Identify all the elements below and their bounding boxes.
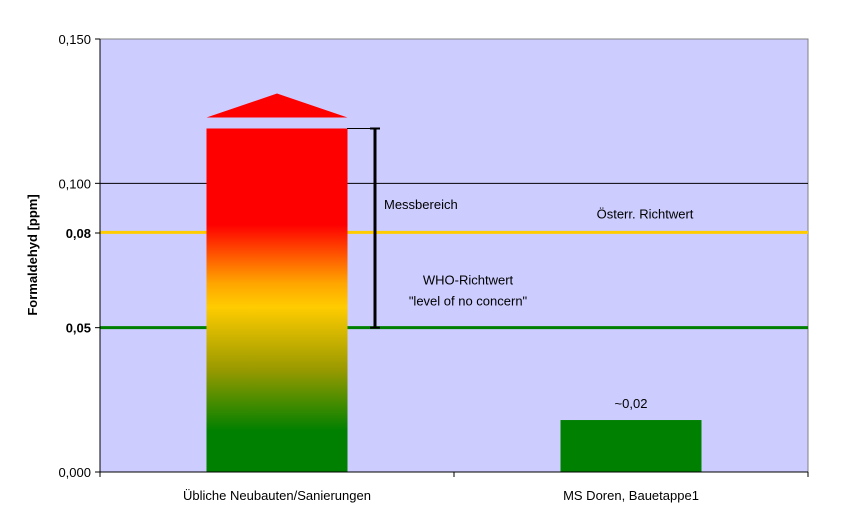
x-tick-label: Übliche Neubauten/Sanierungen	[183, 488, 371, 503]
bar	[560, 420, 702, 472]
y-axis-label: Formaldehyd [ppm]	[25, 194, 40, 315]
reference-label: WHO-Richtwert	[423, 273, 514, 288]
y-tick-label: 0,150	[58, 32, 91, 47]
reference-label: Österr. Richtwert	[597, 206, 694, 221]
data-label: ~0,02	[615, 396, 648, 411]
y-tick-label: 0,08	[66, 226, 91, 241]
y-tick-label: 0,100	[58, 176, 91, 191]
y-tick-label: 0,05	[66, 321, 91, 336]
up-arrow-icon	[206, 93, 348, 118]
bar	[206, 128, 348, 472]
x-tick-label: MS Doren, Bauetappe1	[563, 488, 699, 503]
y-tick-label: 0,000	[58, 465, 91, 480]
range-label: Messbereich	[384, 197, 458, 212]
reference-sublabel: "level of no concern"	[409, 294, 528, 309]
plot-area	[99, 38, 809, 473]
